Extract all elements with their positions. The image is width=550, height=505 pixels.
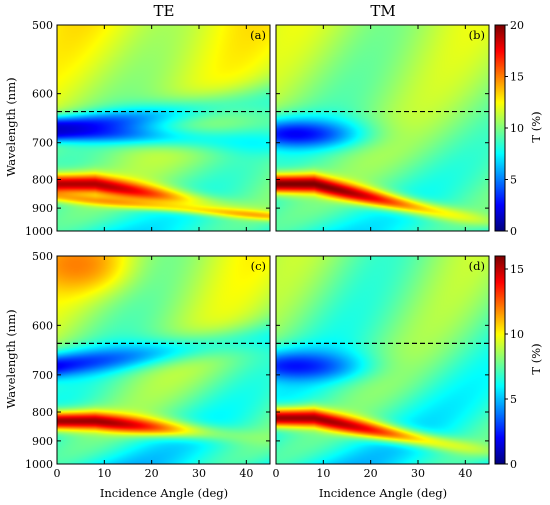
heatmap-panel-4 [276, 256, 489, 464]
colorbar-tick-label: 20 [510, 19, 524, 32]
x-tick-label: 40 [458, 467, 472, 480]
column-title-tm: TM [370, 2, 395, 20]
panel-frame [56, 24, 271, 232]
y-tick-label: 1000 [25, 458, 53, 471]
y-tick-label: 600 [32, 319, 53, 332]
y-tick-label: 700 [32, 369, 53, 382]
figure-text: TE TM Wavelength (nm) Wavelength (nm) In… [4, 2, 543, 500]
colorbar [495, 256, 505, 464]
x-tick-label: 0 [54, 467, 61, 480]
column-title-te: TE [154, 2, 175, 20]
panel-frame [275, 24, 490, 232]
colorbar-tick-label: 5 [510, 174, 517, 187]
x-tick-label: 0 [273, 467, 280, 480]
panel-label: (d) [469, 259, 485, 273]
y-tick-label: 600 [32, 88, 53, 101]
colorbar-tick-label: 15 [510, 71, 524, 84]
y-axis-label-top: Wavelength (nm) [4, 77, 18, 176]
x-axis-label-left: Incidence Angle (deg) [100, 486, 228, 500]
heatmap-images [57, 25, 505, 464]
y-tick-label: 800 [32, 174, 53, 187]
colorbar-tick-label: 0 [510, 225, 517, 238]
y-tick-label: 500 [32, 19, 53, 32]
panel-label: (c) [251, 259, 266, 273]
y-tick-label: 800 [32, 406, 53, 419]
y-tick-label: 900 [32, 435, 53, 448]
colorbar-tick-label: 10 [510, 122, 524, 135]
colorbar-tick-label: 15 [510, 263, 524, 276]
colorbar-tick-label: 5 [510, 393, 517, 406]
colorbar-frame [494, 255, 506, 465]
heatmap-panel-2 [276, 25, 489, 231]
colorbar-label-bottom: T (%) [529, 343, 543, 374]
y-axis-label-bottom: Wavelength (nm) [4, 309, 18, 408]
x-tick-label: 10 [316, 467, 330, 480]
colorbar-label-top: T (%) [529, 111, 543, 142]
panel-frame [275, 255, 490, 465]
heatmap-panel-3 [57, 256, 270, 464]
colorbar [495, 25, 505, 231]
panel-label: (a) [250, 28, 266, 42]
x-tick-label: 40 [239, 467, 253, 480]
panel-frame [56, 255, 271, 465]
y-tick-label: 900 [32, 202, 53, 215]
x-tick-label: 30 [192, 467, 206, 480]
y-tick-label: 500 [32, 250, 53, 263]
heatmap-panel-1 [57, 25, 270, 231]
panel-frames [56, 24, 506, 465]
reference-lines [57, 110, 489, 345]
x-axis-label-right: Incidence Angle (deg) [319, 486, 447, 500]
y-tick-label: 700 [32, 137, 53, 150]
x-tick-label: 20 [145, 467, 159, 480]
x-tick-label: 30 [411, 467, 425, 480]
colorbar-tick-label: 0 [510, 458, 517, 471]
x-tick-label: 10 [97, 467, 111, 480]
y-tick-label: 1000 [25, 225, 53, 238]
x-tick-label: 20 [364, 467, 378, 480]
panel-label: (b) [469, 28, 485, 42]
colorbar-tick-label: 10 [510, 328, 524, 341]
